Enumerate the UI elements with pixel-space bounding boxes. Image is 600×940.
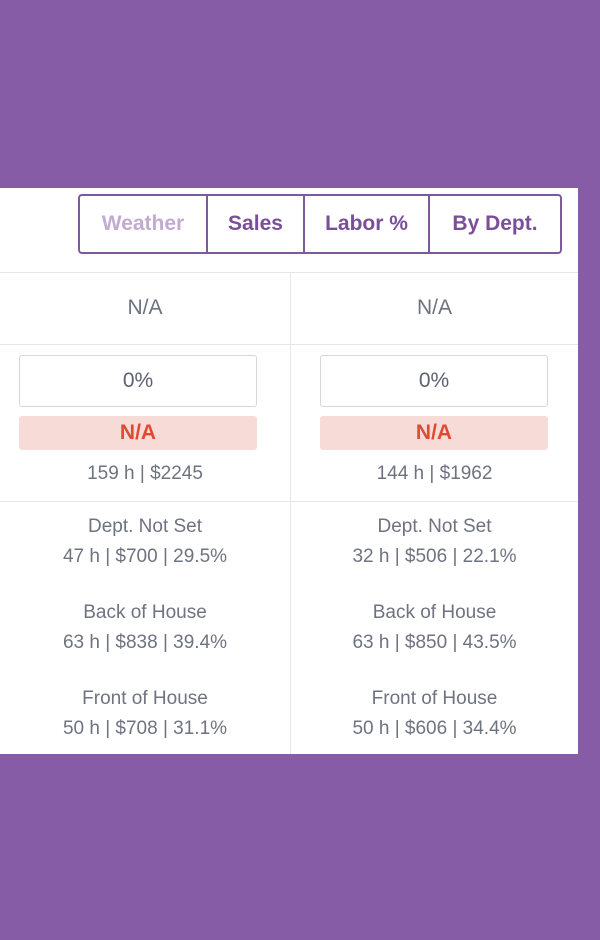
department-name: Front of House	[82, 688, 208, 709]
labor-status-badge: N/A	[320, 416, 548, 450]
weather-value: N/A	[0, 272, 290, 345]
tab-sales[interactable]: Sales	[208, 196, 305, 252]
schedule-summary-panel: Weather Sales Labor % By Dept. N/A N/A 1…	[0, 188, 578, 754]
tab-labor-percent[interactable]: Labor %	[305, 196, 430, 252]
department-name: Back of House	[372, 602, 497, 623]
department-name: Dept. Not Set	[87, 516, 203, 537]
department-name: Front of House	[371, 688, 498, 709]
department-stats: 32 h | $506 | 22.1%	[352, 546, 517, 567]
day-column: N/A N/A 159 h | $2245 Dept. Not Set 47 h…	[0, 272, 291, 754]
labor-totals: 144 h | $1962	[376, 463, 493, 484]
tab-by-department[interactable]: By Dept.	[452, 212, 538, 235]
labor-cell: N/A 144 h | $1962	[291, 345, 578, 502]
department-breakdown: Dept. Not Set 47 h | $700 | 29.5% Back o…	[0, 502, 290, 744]
day-column: N/A N/A 144 h | $1962 Dept. Not Set 32 h…	[291, 272, 578, 754]
labor-totals: 159 h | $2245	[87, 463, 203, 484]
department-name: Back of House	[83, 602, 207, 623]
labor-cell: N/A 159 h | $2245	[0, 345, 290, 502]
labor-status-badge: N/A	[19, 416, 257, 450]
view-tabs: Weather Sales Labor % By Dept.	[78, 194, 562, 254]
toolbar: Weather Sales Labor % By Dept.	[0, 188, 578, 273]
department-name: Dept. Not Set	[377, 516, 492, 537]
department-stats: 63 h | $838 | 39.4%	[62, 632, 228, 653]
department-stats: 47 h | $700 | 29.5%	[62, 546, 228, 567]
department-stats: 63 h | $850 | 43.5%	[352, 632, 517, 653]
tab-weather[interactable]: Weather	[80, 196, 208, 252]
labor-percent-input[interactable]	[19, 355, 257, 407]
labor-percent-input[interactable]	[320, 355, 548, 407]
department-stats: 50 h | $606 | 34.4%	[352, 718, 517, 739]
weather-value: N/A	[291, 272, 578, 345]
department-breakdown: Dept. Not Set 32 h | $506 | 22.1% Back o…	[291, 502, 578, 744]
department-stats: 50 h | $708 | 31.1%	[62, 718, 228, 739]
